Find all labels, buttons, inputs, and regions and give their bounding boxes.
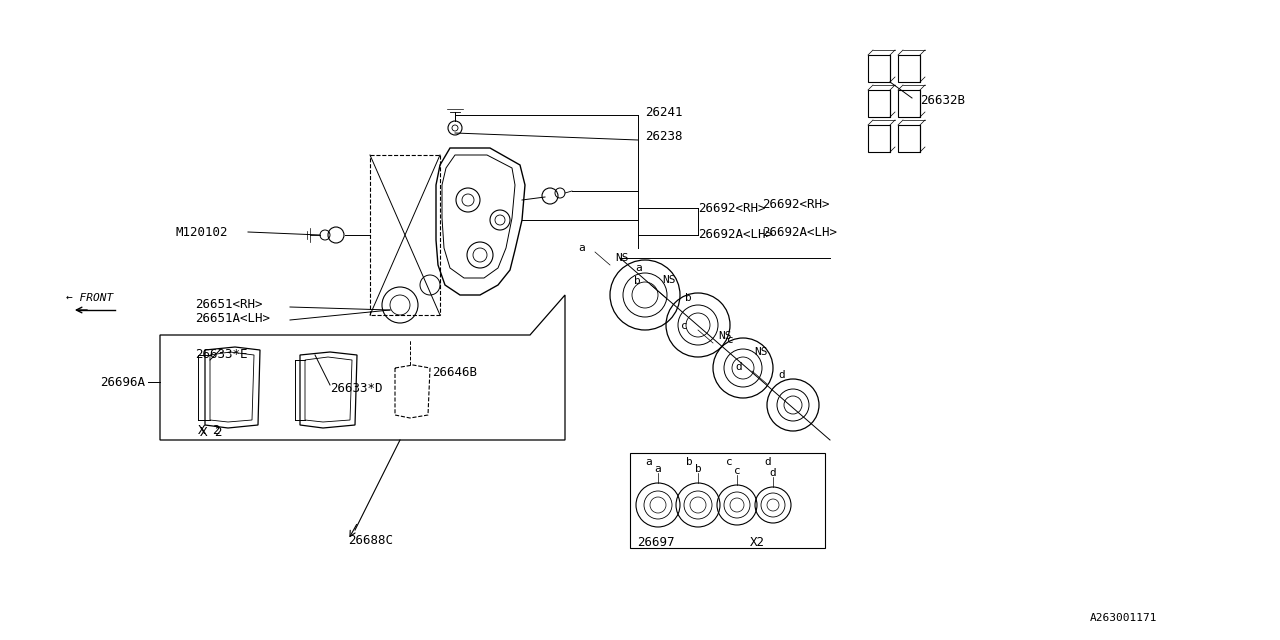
Text: 26692<RH>: 26692<RH> [698,202,765,214]
Text: c: c [733,466,740,476]
Bar [630,453,826,548]
Text: NS: NS [614,253,628,263]
Text: b: b [685,293,691,303]
Text: 26692<RH>: 26692<RH> [762,198,829,211]
Text: NS: NS [754,347,768,357]
Text: 26651A<LH>: 26651A<LH> [195,312,270,324]
Bar [868,55,890,82]
Text: a: a [654,464,662,474]
Text: 26696A: 26696A [100,376,145,388]
Text: d: d [769,468,777,478]
Text: 26692A<LH>: 26692A<LH> [762,225,837,239]
Text: NS: NS [662,275,676,285]
Text: 26688C: 26688C [348,534,393,547]
Text: b: b [635,276,641,286]
Text: 26632B: 26632B [920,93,965,106]
Text: a: a [579,243,585,253]
Text: c: c [681,321,689,331]
Bar [899,55,920,82]
Text: 26241: 26241 [645,106,682,118]
Text: 26633*D: 26633*D [330,381,383,394]
Text: b: b [686,457,692,467]
Text: A263001171: A263001171 [1091,613,1157,623]
Text: d: d [778,370,785,380]
Text: 26692A<LH>: 26692A<LH> [698,228,773,241]
Bar [868,90,890,117]
Bar [899,125,920,152]
Text: 26633*E: 26633*E [195,348,247,360]
Text: X 2: X 2 [198,424,220,436]
Text: d: d [735,362,742,372]
Bar [868,125,890,152]
Text: a: a [635,263,641,273]
Text: 26697: 26697 [637,536,675,548]
Text: X2: X2 [750,536,765,548]
Text: c: c [727,335,733,345]
Text: a: a [645,457,652,467]
Text: 26651<RH>: 26651<RH> [195,298,262,310]
Text: 26646B: 26646B [433,365,477,378]
Text: M120102: M120102 [175,225,228,239]
Text: X 2: X 2 [200,426,223,438]
Text: 26238: 26238 [645,131,682,143]
Text: NS: NS [718,331,731,341]
Text: b: b [695,464,701,474]
Text: d: d [764,457,771,467]
Text: c: c [726,457,732,467]
Bar [899,90,920,117]
Text: ← FRONT: ← FRONT [67,293,114,303]
